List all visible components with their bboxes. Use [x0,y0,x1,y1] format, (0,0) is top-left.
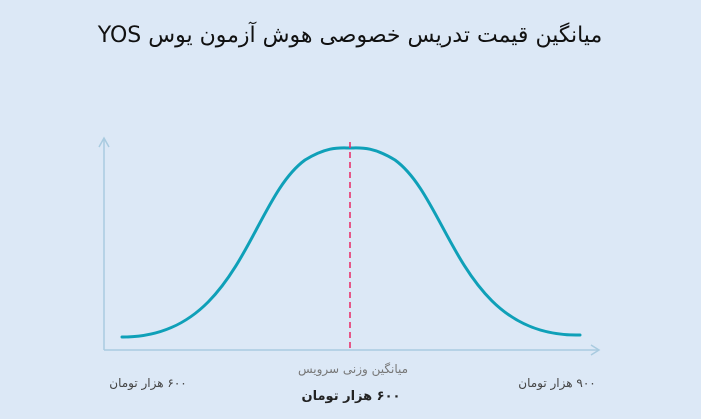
mean-value-label: ۶۰۰ هزار تومان [302,389,401,404]
y-axis-arrow [98,136,110,148]
x-axis-arrow [590,344,601,356]
bell-curve [120,146,582,339]
x-tick-label-left: ۶۰۰ هزار تومان [109,376,187,391]
x-tick-label-right: ۹۰۰ هزار تومان [518,376,596,391]
mean-marker-label: میانگین وزنی سرویس [298,362,408,377]
chart-title: میانگین قیمت تدریس خصوصی هوش آزمون یوس Y… [97,21,602,48]
